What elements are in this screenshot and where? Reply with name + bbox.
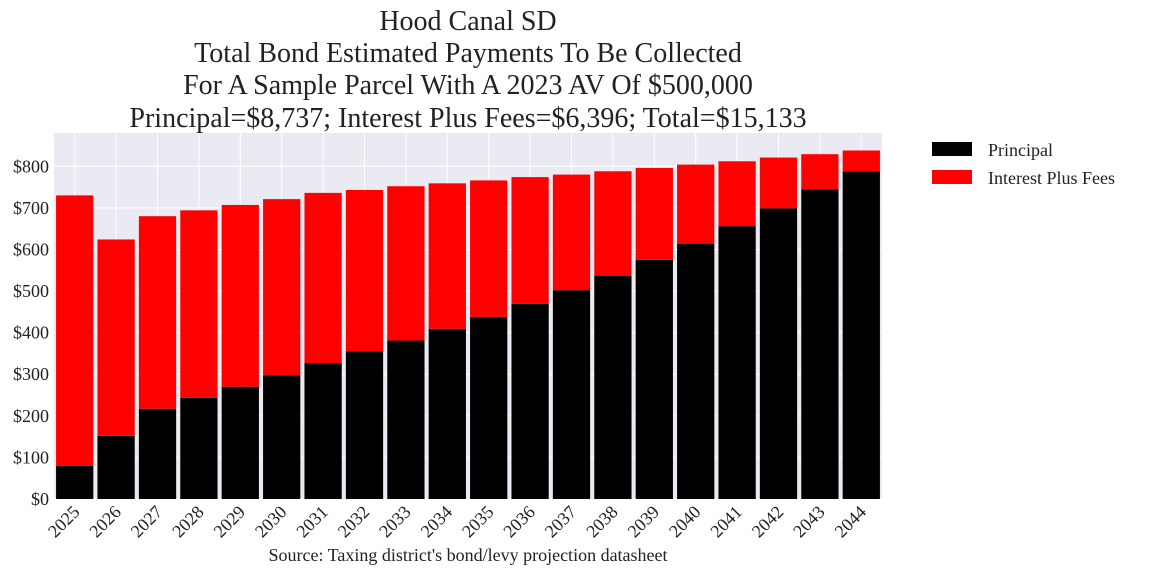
- bar-principal: [677, 243, 715, 499]
- bar-principal: [552, 290, 591, 499]
- x-tick-label: 2041: [706, 502, 746, 542]
- bar-principal: [470, 316, 508, 499]
- x-tick-label: 2032: [334, 502, 374, 542]
- legend: Principal Interest Plus Fees: [932, 140, 1115, 188]
- bars: [56, 150, 880, 500]
- bar-interest-plus-fees: [842, 150, 880, 172]
- bar-interest-plus-fees: [180, 210, 218, 398]
- bar-principal: [387, 340, 425, 499]
- x-tick-label: 2035: [458, 502, 498, 542]
- bar-principal: [345, 351, 384, 499]
- x-axis: 2025 2026 2027 2028 2029 2030 2031 2032 2033 2034…: [44, 502, 870, 542]
- x-tick-label: 2030: [251, 502, 291, 542]
- legend-label: Principal: [988, 140, 1053, 160]
- bar-interest-plus-fees: [138, 216, 177, 409]
- bar-interest-plus-fees: [263, 199, 301, 376]
- x-tick-label: 2033: [375, 502, 415, 542]
- x-tick-label: 2026: [85, 502, 125, 542]
- bar-interest-plus-fees: [552, 174, 591, 291]
- bar-interest-plus-fees: [511, 177, 549, 304]
- x-tick-label: 2028: [168, 502, 208, 542]
- y-tick-label: $300: [13, 364, 49, 384]
- y-axis: $0 $100 $200 $300 $400 $500 $600 $700 $800: [13, 156, 49, 509]
- x-tick-label: 2043: [789, 502, 829, 542]
- bar-interest-plus-fees: [97, 239, 135, 436]
- y-tick-label: $200: [13, 406, 49, 426]
- bar-interest-plus-fees: [470, 180, 508, 317]
- bar-interest-plus-fees: [635, 167, 673, 260]
- bar-principal: [594, 275, 632, 499]
- x-tick-label: 2029: [210, 502, 250, 542]
- bar-interest-plus-fees: [801, 154, 839, 190]
- x-tick-label: 2042: [748, 502, 788, 542]
- source-caption: Source: Taxing district's bond/levy proj…: [268, 545, 667, 565]
- y-tick-label: $400: [13, 323, 49, 343]
- y-tick-label: $100: [13, 447, 49, 467]
- x-tick-label: 2036: [499, 502, 539, 542]
- x-tick-label: 2038: [582, 502, 622, 542]
- x-tick-label: 2037: [541, 502, 581, 542]
- legend-label: Interest Plus Fees: [988, 168, 1115, 188]
- legend-swatch-principal: [932, 142, 972, 156]
- plot-area: [54, 133, 882, 499]
- y-tick-label: $700: [13, 198, 49, 218]
- bar-interest-plus-fees: [304, 192, 342, 363]
- bar-interest-plus-fees: [56, 195, 94, 466]
- y-tick-label: $800: [13, 156, 49, 176]
- bar-principal: [842, 171, 880, 499]
- x-tick-label: 2044: [831, 502, 871, 542]
- x-tick-label: 2040: [665, 502, 705, 542]
- bar-principal: [221, 386, 259, 499]
- x-tick-label: 2039: [624, 502, 664, 542]
- y-tick-label: $500: [13, 281, 49, 301]
- x-tick-label: 2027: [127, 502, 167, 542]
- bar-principal: [304, 362, 342, 499]
- y-tick-label: $0: [31, 489, 49, 509]
- chart-title-line: Total Bond Estimated Payments To Be Coll…: [194, 38, 742, 69]
- bar-principal: [56, 465, 94, 499]
- bar-principal: [180, 397, 218, 499]
- bar-interest-plus-fees: [718, 161, 756, 227]
- bar-principal: [263, 375, 301, 499]
- bar-principal: [718, 226, 756, 499]
- bar-principal: [511, 303, 549, 499]
- chart-title-line: For A Sample Parcel With A 2023 AV Of $5…: [183, 70, 753, 101]
- bar-principal: [801, 189, 839, 500]
- legend-swatch-interest-plus-fees: [932, 170, 972, 184]
- bar-interest-plus-fees: [594, 171, 632, 276]
- bar-principal: [97, 435, 135, 499]
- x-tick-label: 2034: [417, 502, 457, 542]
- bar-principal: [428, 328, 466, 499]
- bar-principal: [138, 408, 177, 499]
- bar-interest-plus-fees: [345, 189, 384, 352]
- y-tick-label: $600: [13, 239, 49, 259]
- chart-title-line: Principal=$8,737; Interest Plus Fees=$6,…: [129, 103, 806, 134]
- x-tick-label: 2031: [292, 502, 332, 542]
- bar-interest-plus-fees: [428, 183, 466, 329]
- x-tick-label: 2025: [44, 502, 84, 542]
- bar-principal: [759, 208, 798, 499]
- bar-principal: [635, 259, 673, 499]
- bar-interest-plus-fees: [387, 186, 425, 341]
- bar-interest-plus-fees: [221, 204, 259, 387]
- bar-interest-plus-fees: [677, 164, 715, 244]
- bar-interest-plus-fees: [759, 157, 798, 209]
- chart-title-line: Hood Canal SD: [379, 6, 556, 37]
